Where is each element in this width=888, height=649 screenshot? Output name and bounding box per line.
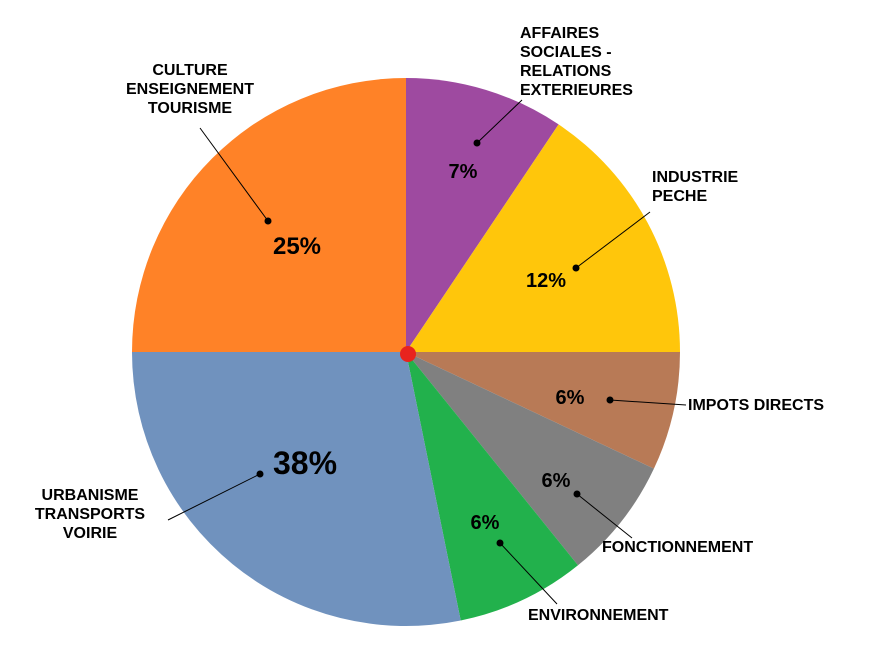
category-label: AFFAIRES SOCIALES -RELATIONS EXTERIEURES [520, 25, 633, 99]
pie-slice [132, 78, 406, 352]
value-label: 25% [273, 233, 321, 260]
leader-dot [606, 396, 614, 404]
leader-dot [573, 490, 581, 498]
leader-line [499, 542, 558, 605]
leader-dot [264, 217, 272, 225]
leader-line [167, 473, 261, 521]
value-label: 12% [526, 270, 566, 292]
category-label: URBANISME TRANSPORTS VOIRIE [35, 487, 146, 542]
value-label: 7% [449, 161, 478, 183]
category-label: INDUSTRIE PECHE [652, 169, 739, 205]
leader-dot [496, 539, 504, 547]
leader-line [476, 99, 523, 144]
leader-line [575, 211, 651, 269]
value-label: 6% [556, 387, 585, 409]
leader-dot [572, 264, 580, 272]
pie-slice [406, 124, 680, 353]
pie-slice [406, 352, 654, 566]
category-label: CULTURE ENSEIGNEMENT TOURISME [126, 62, 254, 117]
pie-slice [406, 352, 578, 621]
pie-slice [132, 352, 461, 626]
pie-slice [406, 352, 680, 469]
category-label: IMPOTS DIRECTS [688, 397, 824, 414]
category-label: ENVIRONNEMENT [528, 607, 669, 624]
value-label: 38% [273, 445, 337, 481]
leader-line [576, 493, 633, 539]
leader-dot [473, 139, 481, 147]
pie-slice [406, 78, 559, 352]
leader-line [609, 399, 687, 406]
value-label: 6% [471, 512, 500, 534]
category-label: FONCTIONNEMENT [602, 539, 753, 556]
leader-line [199, 127, 269, 222]
value-label: 6% [542, 470, 571, 492]
center-marker [400, 346, 416, 362]
leader-dot [256, 470, 264, 478]
